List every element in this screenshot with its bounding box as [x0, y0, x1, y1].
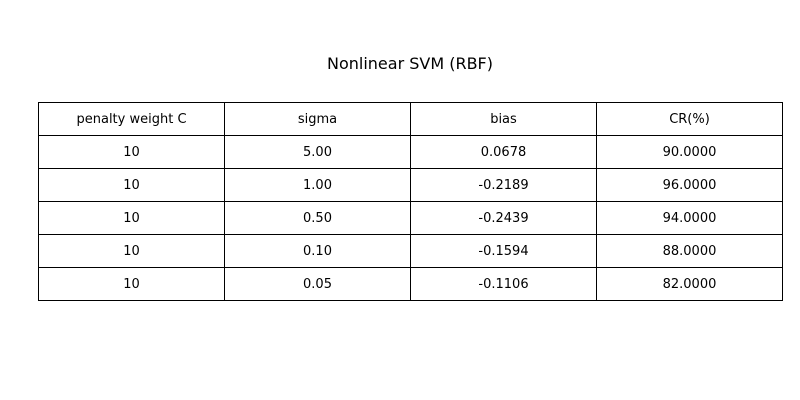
table-cell: 0.10 — [224, 234, 411, 268]
table-cell: 94.0000 — [596, 201, 783, 235]
table-cell: 1.00 — [224, 168, 411, 202]
table-cell: 88.0000 — [596, 234, 783, 268]
results-table: penalty weight C sigma bias CR(%) 10 5.0… — [38, 102, 783, 301]
table-row: 10 5.00 0.0678 90.0000 — [38, 135, 783, 169]
table-cell: 10 — [38, 168, 225, 202]
table-title: Nonlinear SVM (RBF) — [326, 54, 493, 73]
table-cell: -0.2189 — [410, 168, 597, 202]
table-row: 10 0.10 -0.1594 88.0000 — [38, 234, 783, 268]
table-cell: -0.2439 — [410, 201, 597, 235]
table-cell: 10 — [38, 234, 225, 268]
table-row: 10 0.05 -0.1106 82.0000 — [38, 267, 783, 301]
table-cell: 0.50 — [224, 201, 411, 235]
column-header: CR(%) — [596, 102, 783, 136]
table-cell: 0.0678 — [410, 135, 597, 169]
table-row: 10 0.50 -0.2439 94.0000 — [38, 201, 783, 235]
header-row: penalty weight C sigma bias CR(%) — [38, 102, 783, 136]
table-cell: 82.0000 — [596, 267, 783, 301]
table-cell: 5.00 — [224, 135, 411, 169]
column-header: bias — [410, 102, 597, 136]
table-cell: 96.0000 — [596, 168, 783, 202]
table-cell: 10 — [38, 135, 225, 169]
table-row: 10 1.00 -0.2189 96.0000 — [38, 168, 783, 202]
column-header: sigma — [224, 102, 411, 136]
table-cell: 10 — [38, 267, 225, 301]
table-cell: 90.0000 — [596, 135, 783, 169]
table-cell: -0.1594 — [410, 234, 597, 268]
table-cell: 10 — [38, 201, 225, 235]
table-cell: 0.05 — [224, 267, 411, 301]
table-cell: -0.1106 — [410, 267, 597, 301]
column-header: penalty weight C — [38, 102, 225, 136]
